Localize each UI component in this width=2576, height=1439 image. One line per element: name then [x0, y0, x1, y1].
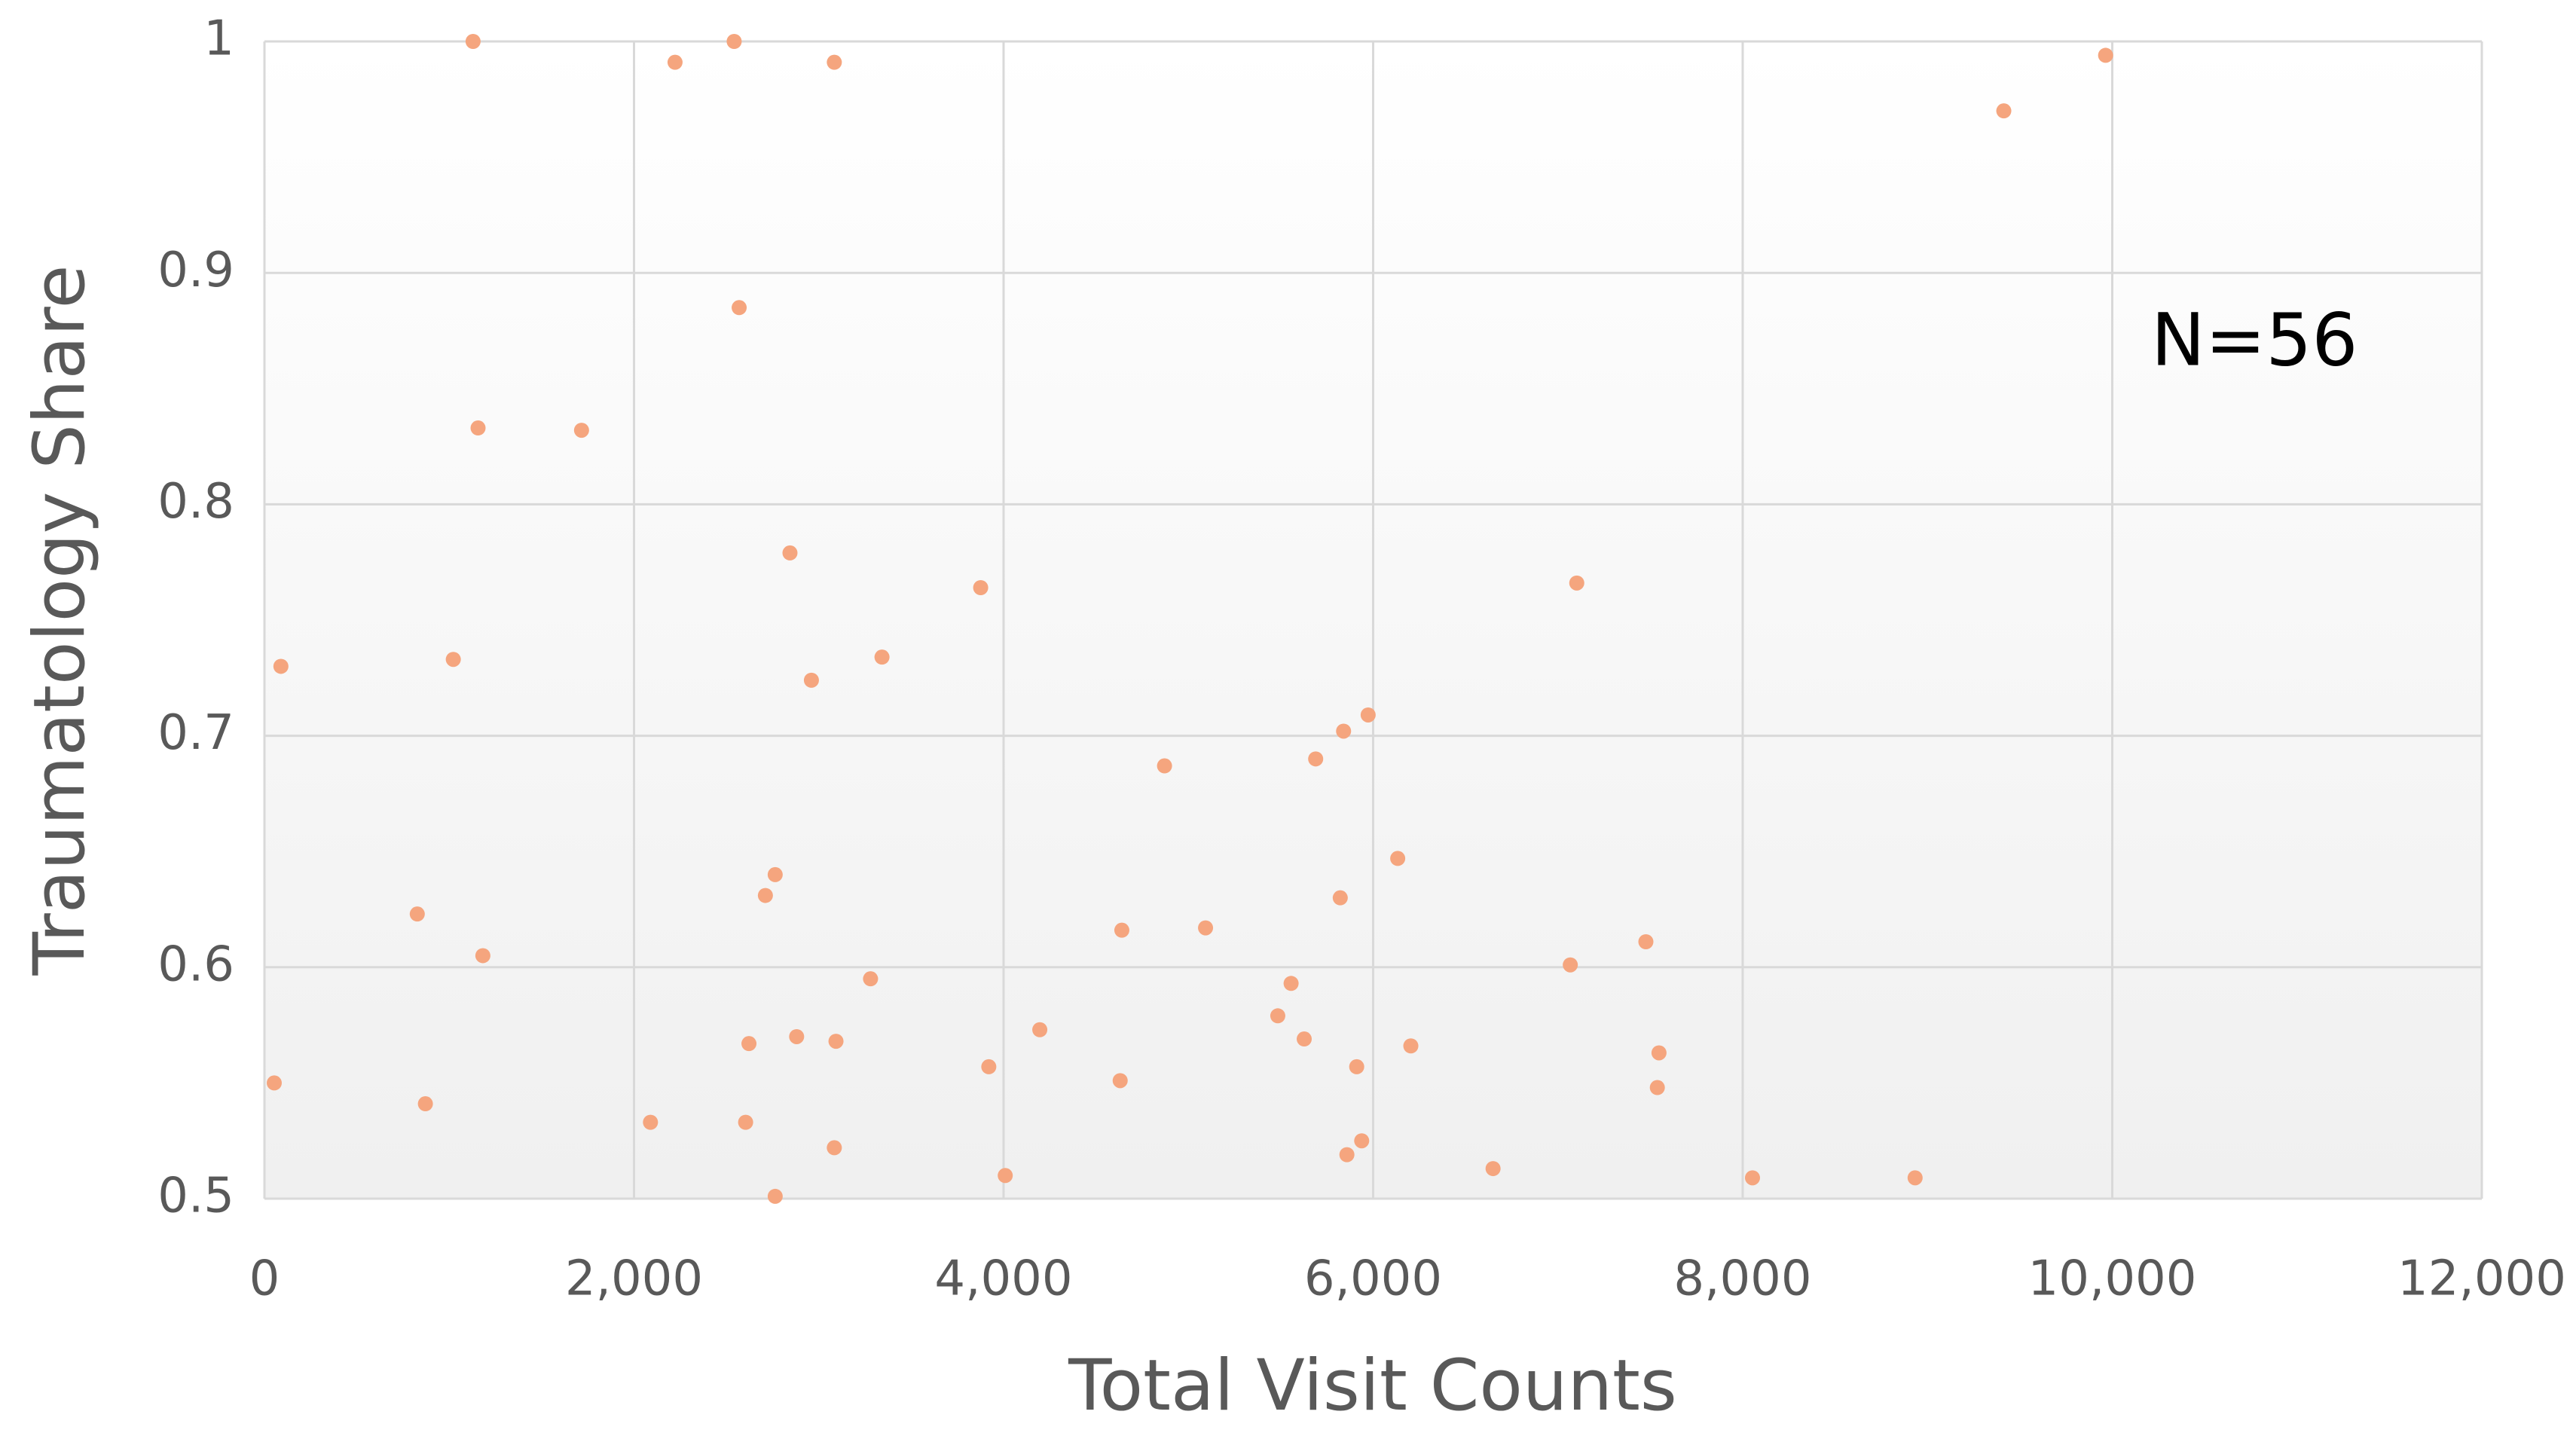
annotation: N=56	[2151, 298, 2358, 382]
point	[1332, 890, 1348, 906]
y-tick-label: 0.6	[157, 936, 234, 992]
point	[1114, 922, 1129, 938]
point	[998, 1168, 1013, 1184]
point	[803, 672, 819, 688]
point	[1651, 1045, 1667, 1061]
point	[1403, 1038, 1419, 1054]
point	[1563, 957, 1578, 973]
point	[445, 652, 461, 668]
point	[1297, 1031, 1312, 1047]
point	[465, 34, 481, 49]
point	[1354, 1133, 1370, 1149]
point	[732, 300, 747, 316]
x-axis-title: Total Visit Counts	[1068, 1345, 1677, 1427]
y-tick-label: 0.5	[157, 1169, 234, 1224]
point	[1283, 976, 1299, 991]
point	[409, 906, 425, 922]
point	[767, 866, 783, 882]
point	[1112, 1073, 1128, 1089]
point	[470, 420, 486, 436]
point	[1744, 1170, 1760, 1186]
point	[417, 1096, 433, 1112]
point	[1638, 934, 1654, 950]
point	[789, 1028, 805, 1044]
point	[863, 971, 879, 987]
point	[1996, 103, 2012, 119]
point	[1569, 575, 1584, 591]
point	[782, 545, 798, 561]
x-tick-label: 0	[249, 1251, 280, 1307]
x-tick-label: 6,000	[1304, 1251, 1442, 1307]
point	[1360, 707, 1376, 723]
point	[827, 54, 842, 70]
point	[1485, 1161, 1501, 1177]
point	[726, 34, 742, 49]
point	[827, 1140, 842, 1156]
y-tick-label: 1	[203, 11, 234, 67]
point	[273, 658, 289, 674]
point	[1336, 723, 1352, 739]
x-tick-label: 4,000	[934, 1251, 1072, 1307]
y-tick-label: 0.9	[157, 243, 234, 298]
point	[1198, 920, 1214, 936]
point	[266, 1075, 282, 1091]
x-tick-label: 12,000	[2397, 1251, 2566, 1307]
point	[1339, 1147, 1355, 1163]
point	[2098, 47, 2113, 63]
y-tick-label: 0.7	[157, 705, 234, 761]
point	[573, 423, 589, 438]
point	[1157, 758, 1172, 774]
x-tick-label: 8,000	[1673, 1251, 1811, 1307]
point	[1649, 1080, 1665, 1095]
y-tick-label: 0.8	[157, 474, 234, 530]
point	[1270, 1008, 1285, 1024]
point	[667, 54, 683, 70]
point	[741, 1036, 757, 1052]
x-tick-label: 2,000	[565, 1251, 703, 1307]
point	[1349, 1059, 1364, 1074]
point	[828, 1034, 844, 1049]
point	[973, 579, 989, 595]
point	[1390, 851, 1406, 866]
point	[1907, 1170, 1923, 1186]
point	[475, 948, 490, 964]
point	[1032, 1022, 1048, 1037]
point	[757, 888, 773, 903]
point	[738, 1114, 753, 1130]
point	[643, 1114, 659, 1130]
point	[1308, 751, 1324, 767]
point	[981, 1059, 997, 1074]
point	[767, 1188, 783, 1204]
y-axis-title: Traumatology Share	[19, 264, 101, 976]
x-tick-label: 10,000	[2028, 1251, 2197, 1307]
point	[874, 649, 890, 665]
